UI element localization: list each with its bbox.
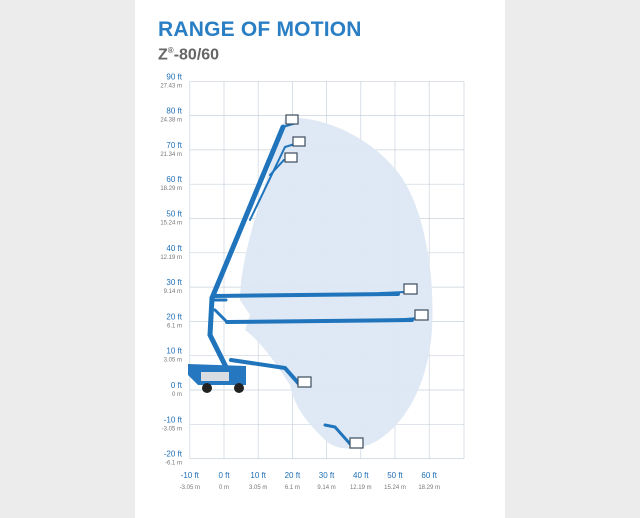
platform-30ft	[403, 283, 418, 295]
y-tick-m: 3.05 m	[164, 358, 182, 364]
y-tick-m: 15.24 m	[160, 221, 182, 227]
rear-wheel	[234, 383, 244, 393]
boom-low-reach	[229, 358, 302, 387]
riser-boom	[207, 295, 234, 380]
x-tick-ft: 10 ft	[250, 471, 266, 480]
front-wheel	[202, 383, 212, 393]
machine-base	[188, 364, 246, 393]
y-tick-ft: 30 ft	[166, 278, 182, 287]
model-subtitle: Z®-80/60	[158, 46, 219, 64]
y-tick-ft: -20 ft	[164, 450, 183, 459]
jib-below-grade	[323, 423, 353, 447]
x-tick-m: 6.1 m	[285, 485, 300, 491]
page-title: RANGE OF MOTION	[158, 18, 362, 41]
y-tick-ft: 20 ft	[166, 312, 182, 321]
y-tick-ft: 0 ft	[171, 381, 183, 390]
y-tick-m: 18.29 m	[160, 186, 182, 192]
platform-top	[285, 114, 299, 125]
y-tick-m: 0 m	[172, 392, 182, 398]
platform-2	[292, 136, 306, 147]
working-envelope	[240, 117, 433, 449]
x-tick-m: 12.19 m	[350, 485, 372, 491]
x-tick-m: 9.14 m	[317, 485, 335, 491]
platform-below-grade	[349, 437, 364, 449]
x-tick-m: -3.05 m	[180, 485, 200, 491]
platform-low	[297, 376, 312, 388]
engine-hood	[201, 372, 229, 381]
x-axis-labels: -10 ft -3.05 m 0 ft 0 m 10 ft 3.05 m 20 ft 6.1 …	[180, 471, 440, 491]
y-tick-ft: 70 ft	[166, 141, 182, 150]
jib-30ft	[379, 291, 406, 294]
y-tick-ft: 60 ft	[166, 175, 182, 184]
x-tick-ft: 0 ft	[218, 471, 230, 480]
x-tick-m: 15.24 m	[384, 485, 406, 491]
x-tick-m: 3.05 m	[249, 485, 267, 491]
y-tick-m: 21.34 m	[160, 152, 182, 158]
x-tick-m: 18.29 m	[418, 485, 440, 491]
x-tick-ft: 20 ft	[285, 471, 301, 480]
main-boom-max-height	[209, 124, 286, 301]
y-axis-labels: 90 ft 27.43 m 80 ft 24.38 m 70 ft 21.34 m 60 f…	[160, 72, 182, 466]
x-tick-ft: 30 ft	[319, 471, 335, 480]
y-tick-ft: 80 ft	[166, 107, 182, 116]
x-tick-ft: 40 ft	[353, 471, 369, 480]
boom-diagram	[207, 122, 421, 447]
riser-brace-lower	[213, 308, 229, 324]
y-tick-m: 9.14 m	[164, 289, 182, 295]
model-prefix: Z	[158, 46, 168, 64]
y-tick-ft: -10 ft	[164, 415, 183, 424]
x-tick-m: 0 m	[219, 485, 229, 491]
y-tick-m: -6.1 m	[165, 461, 182, 467]
registered-mark: ®	[167, 46, 174, 55]
y-tick-m: 27.43 m	[160, 83, 182, 89]
horizontal-boom-30ft	[211, 292, 400, 298]
model-number: -80/60	[173, 46, 220, 64]
y-tick-m: 12.19 m	[160, 255, 182, 261]
y-tick-ft: 40 ft	[166, 244, 182, 253]
x-tick-ft: 60 ft	[421, 471, 437, 480]
y-tick-m: 24.38 m	[160, 118, 182, 124]
x-tick-ft: 50 ft	[387, 471, 403, 480]
platform-20ft	[414, 309, 429, 321]
y-tick-ft: 50 ft	[166, 210, 182, 219]
platforms	[284, 114, 429, 449]
y-tick-ft: 90 ft	[166, 72, 182, 81]
platform-3	[284, 152, 298, 163]
y-tick-m: 6.1 m	[167, 323, 182, 329]
x-tick-ft: -10 ft	[181, 471, 200, 480]
y-tick-ft: 10 ft	[166, 347, 182, 356]
y-tick-m: -3.05 m	[162, 426, 182, 432]
horizontal-boom-20ft	[225, 318, 414, 324]
